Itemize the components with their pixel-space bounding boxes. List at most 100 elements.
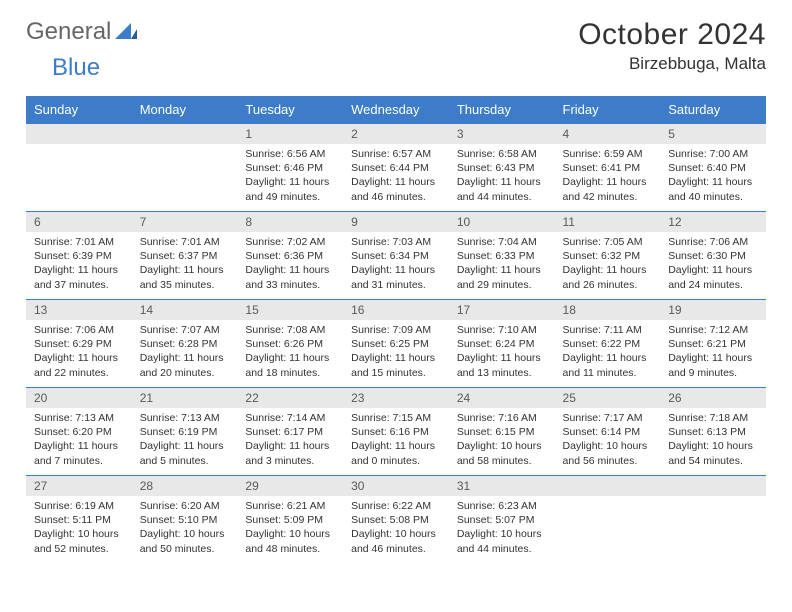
sunrise-text: Sunrise: 6:57 AM [351,147,441,161]
calendar-day-cell: 11Sunrise: 7:05 AMSunset: 6:32 PMDayligh… [555,211,661,299]
day-body: Sunrise: 7:07 AMSunset: 6:28 PMDaylight:… [132,320,238,386]
daylight-text-1: Daylight: 11 hours [351,175,441,189]
daylight-text-1: Daylight: 11 hours [351,439,441,453]
daylight-text-1: Daylight: 11 hours [34,263,124,277]
day-body: Sunrise: 7:08 AMSunset: 6:26 PMDaylight:… [237,320,343,386]
sunrise-text: Sunrise: 7:11 AM [563,323,653,337]
sunset-text: Sunset: 6:14 PM [563,425,653,439]
daylight-text-2: and 3 minutes. [245,454,335,468]
daylight-text-1: Daylight: 11 hours [668,263,758,277]
day-body: Sunrise: 7:00 AMSunset: 6:40 PMDaylight:… [660,144,766,210]
weekday-header: Thursday [449,96,555,123]
daylight-text-2: and 18 minutes. [245,366,335,380]
sunset-text: Sunset: 6:13 PM [668,425,758,439]
sunrise-text: Sunrise: 7:04 AM [457,235,547,249]
sunrise-text: Sunrise: 7:10 AM [457,323,547,337]
daylight-text-1: Daylight: 10 hours [457,527,547,541]
daylight-text-1: Daylight: 11 hours [563,351,653,365]
sunrise-text: Sunrise: 7:01 AM [140,235,230,249]
day-body: Sunrise: 7:04 AMSunset: 6:33 PMDaylight:… [449,232,555,298]
sunrise-text: Sunrise: 7:09 AM [351,323,441,337]
daylight-text-2: and 44 minutes. [457,542,547,556]
day-body: Sunrise: 7:02 AMSunset: 6:36 PMDaylight:… [237,232,343,298]
day-number [555,475,661,496]
day-body: Sunrise: 7:09 AMSunset: 6:25 PMDaylight:… [343,320,449,386]
calendar-week-row: 20Sunrise: 7:13 AMSunset: 6:20 PMDayligh… [26,387,766,475]
sunrise-text: Sunrise: 7:01 AM [34,235,124,249]
daylight-text-1: Daylight: 11 hours [668,351,758,365]
sunrise-text: Sunrise: 7:17 AM [563,411,653,425]
day-number: 4 [555,123,661,144]
daylight-text-2: and 0 minutes. [351,454,441,468]
sunset-text: Sunset: 6:15 PM [457,425,547,439]
logo-text-general: General [26,18,111,46]
daylight-text-2: and 11 minutes. [563,366,653,380]
sunrise-text: Sunrise: 7:13 AM [140,411,230,425]
daylight-text-1: Daylight: 11 hours [563,175,653,189]
daylight-text-1: Daylight: 10 hours [668,439,758,453]
day-number [660,475,766,496]
calendar-day-cell: 21Sunrise: 7:13 AMSunset: 6:19 PMDayligh… [132,387,238,475]
day-number [132,123,238,144]
calendar-week-row: 1Sunrise: 6:56 AMSunset: 6:46 PMDaylight… [26,123,766,211]
calendar-day-cell: 13Sunrise: 7:06 AMSunset: 6:29 PMDayligh… [26,299,132,387]
sunrise-text: Sunrise: 7:13 AM [34,411,124,425]
calendar-day-cell: 25Sunrise: 7:17 AMSunset: 6:14 PMDayligh… [555,387,661,475]
sunrise-text: Sunrise: 7:00 AM [668,147,758,161]
sunset-text: Sunset: 6:32 PM [563,249,653,263]
calendar-day-cell: 18Sunrise: 7:11 AMSunset: 6:22 PMDayligh… [555,299,661,387]
day-body: Sunrise: 7:05 AMSunset: 6:32 PMDaylight:… [555,232,661,298]
daylight-text-2: and 26 minutes. [563,278,653,292]
day-body: Sunrise: 7:03 AMSunset: 6:34 PMDaylight:… [343,232,449,298]
day-body: Sunrise: 7:11 AMSunset: 6:22 PMDaylight:… [555,320,661,386]
daylight-text-2: and 50 minutes. [140,542,230,556]
weekday-header: Wednesday [343,96,449,123]
sunrise-text: Sunrise: 7:16 AM [457,411,547,425]
sunset-text: Sunset: 6:44 PM [351,161,441,175]
daylight-text-2: and 29 minutes. [457,278,547,292]
calendar-day-cell: 16Sunrise: 7:09 AMSunset: 6:25 PMDayligh… [343,299,449,387]
sunrise-text: Sunrise: 6:21 AM [245,499,335,513]
sunset-text: Sunset: 6:39 PM [34,249,124,263]
daylight-text-2: and 37 minutes. [34,278,124,292]
calendar-day-cell: 20Sunrise: 7:13 AMSunset: 6:20 PMDayligh… [26,387,132,475]
day-body [132,144,238,204]
day-number: 13 [26,299,132,320]
daylight-text-1: Daylight: 11 hours [457,351,547,365]
daylight-text-1: Daylight: 10 hours [563,439,653,453]
calendar-day-cell: 30Sunrise: 6:22 AMSunset: 5:08 PMDayligh… [343,475,449,563]
sunrise-text: Sunrise: 7:06 AM [668,235,758,249]
day-number: 16 [343,299,449,320]
day-number: 6 [26,211,132,232]
day-number: 15 [237,299,343,320]
day-number: 29 [237,475,343,496]
daylight-text-2: and 7 minutes. [34,454,124,468]
day-number: 27 [26,475,132,496]
day-body [26,144,132,204]
day-number: 1 [237,123,343,144]
sunset-text: Sunset: 6:26 PM [245,337,335,351]
day-body: Sunrise: 7:17 AMSunset: 6:14 PMDaylight:… [555,408,661,474]
sunset-text: Sunset: 6:21 PM [668,337,758,351]
daylight-text-2: and 31 minutes. [351,278,441,292]
calendar-day-cell: 27Sunrise: 6:19 AMSunset: 5:11 PMDayligh… [26,475,132,563]
sunrise-text: Sunrise: 6:20 AM [140,499,230,513]
daylight-text-1: Daylight: 11 hours [34,439,124,453]
location-label: Birzebbuga, Malta [578,54,766,74]
sunset-text: Sunset: 6:40 PM [668,161,758,175]
day-body: Sunrise: 7:12 AMSunset: 6:21 PMDaylight:… [660,320,766,386]
sunset-text: Sunset: 6:19 PM [140,425,230,439]
day-number: 14 [132,299,238,320]
calendar-table: SundayMondayTuesdayWednesdayThursdayFrid… [26,96,766,563]
daylight-text-2: and 58 minutes. [457,454,547,468]
sunset-text: Sunset: 6:22 PM [563,337,653,351]
day-body: Sunrise: 7:13 AMSunset: 6:19 PMDaylight:… [132,408,238,474]
sunset-text: Sunset: 6:43 PM [457,161,547,175]
daylight-text-2: and 46 minutes. [351,542,441,556]
daylight-text-1: Daylight: 11 hours [563,263,653,277]
daylight-text-2: and 5 minutes. [140,454,230,468]
day-body: Sunrise: 7:16 AMSunset: 6:15 PMDaylight:… [449,408,555,474]
daylight-text-2: and 13 minutes. [457,366,547,380]
daylight-text-1: Daylight: 11 hours [351,351,441,365]
daylight-text-2: and 48 minutes. [245,542,335,556]
